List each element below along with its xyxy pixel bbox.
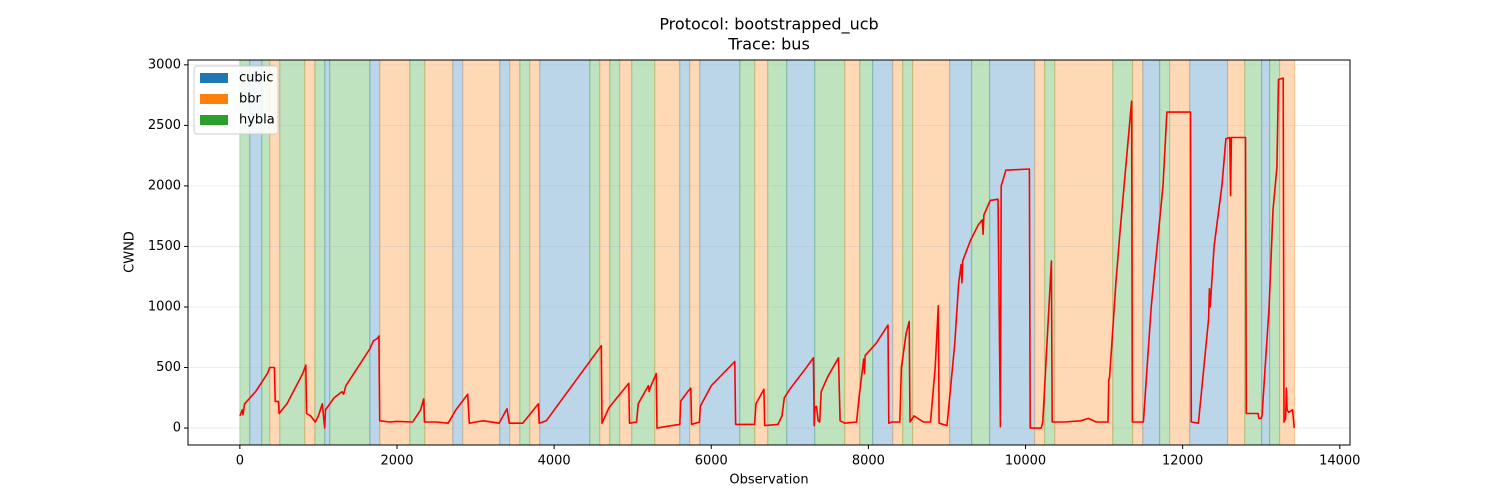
legend-swatch	[200, 73, 228, 83]
protocol-span	[1189, 59, 1229, 446]
protocol-span	[699, 59, 741, 446]
protocol-span	[767, 59, 788, 446]
x-tick-label: 12000	[1162, 454, 1203, 469]
legend-label: cubic	[239, 71, 273, 86]
protocol-span	[1261, 59, 1271, 446]
protocol-span	[589, 59, 601, 446]
legend-swatch	[200, 115, 228, 125]
legend-label: bbr	[239, 92, 262, 107]
protocol-span	[1044, 59, 1056, 446]
protocol-span	[989, 59, 1036, 446]
protocol-span	[679, 59, 691, 446]
protocol-span	[324, 59, 331, 446]
protocol-span	[654, 59, 681, 446]
y-tick-label: 0	[173, 421, 181, 436]
cwnd-line	[239, 77, 1295, 429]
y-axis-label: CWND	[123, 231, 138, 273]
protocol-span	[509, 59, 521, 446]
x-axis-label: Observation	[729, 473, 808, 488]
protocol-span	[609, 59, 621, 446]
protocol-span	[1132, 59, 1144, 446]
x-tick-label: 0	[236, 454, 244, 469]
protocol-span	[949, 59, 973, 446]
protocol-span	[739, 59, 756, 446]
protocol-span	[499, 59, 511, 446]
protocol-span	[539, 59, 591, 446]
y-tick-label: 3000	[148, 57, 181, 72]
protocol-span	[902, 59, 914, 446]
protocol-span	[329, 59, 371, 446]
protocol-span	[859, 59, 874, 446]
protocol-span	[1169, 59, 1191, 446]
protocol-span	[529, 59, 541, 446]
protocol-span	[754, 59, 769, 446]
protocol-span	[462, 59, 501, 446]
legend-label: hybla	[239, 113, 275, 128]
legend: cubic bbr hybla	[193, 65, 279, 135]
protocol-span	[971, 59, 991, 446]
x-tick-label: 14000	[1319, 454, 1360, 469]
protocol-span	[631, 59, 656, 446]
protocol-span	[872, 59, 894, 446]
y-tick-label: 500	[156, 360, 181, 375]
protocol-span	[1244, 59, 1263, 446]
protocol-span	[379, 59, 411, 446]
plot-frame	[187, 59, 1351, 446]
protocol-span	[1279, 59, 1296, 446]
protocol-span	[786, 59, 816, 446]
protocol-span	[409, 59, 426, 446]
x-tick-label: 8000	[852, 454, 885, 469]
y-tick-label: 1000	[148, 299, 181, 314]
protocol-span	[1227, 59, 1246, 446]
protocol-span	[519, 59, 531, 446]
x-tick-label: 10000	[1005, 454, 1046, 469]
protocol-span	[314, 59, 326, 446]
x-tick-label: 4000	[538, 454, 571, 469]
chart-subtitle: Trace: bus	[727, 35, 810, 54]
y-tick-label: 2000	[148, 178, 181, 193]
x-tick-label: 6000	[695, 454, 728, 469]
protocol-span	[452, 59, 464, 446]
y-tick-label: 1500	[148, 239, 181, 254]
protocol-span	[689, 59, 701, 446]
protocol-span	[1034, 59, 1046, 446]
protocol-span	[369, 59, 381, 446]
protocol-span	[814, 59, 846, 446]
protocol-span	[424, 59, 454, 446]
protocol-span	[279, 59, 306, 446]
x-tick-label: 2000	[380, 454, 413, 469]
y-tick-label: 2500	[148, 118, 181, 133]
protocol-span	[1159, 59, 1171, 446]
legend-swatch	[200, 94, 228, 104]
chart-title: Protocol: bootstrapped_ucb	[659, 15, 878, 35]
protocol-span	[912, 59, 951, 446]
protocol-span	[844, 59, 861, 446]
protocol-span	[1054, 59, 1114, 446]
